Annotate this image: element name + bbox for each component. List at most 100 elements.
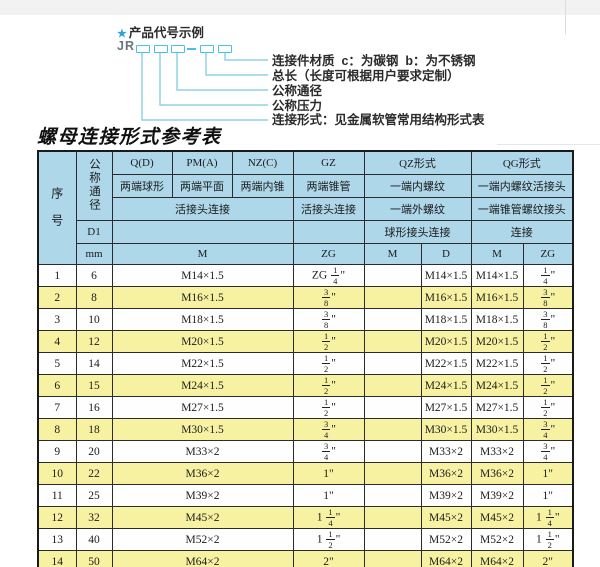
header-d1: D1: [75, 220, 113, 244]
cell-m: M24×1.5: [111, 374, 294, 397]
cell-seq: 3: [37, 308, 77, 331]
cell-m: M16×1.5: [111, 286, 294, 309]
cell-m: M36×2: [111, 462, 294, 485]
cell-gz: 3 8 ": [292, 308, 365, 331]
cell-m: M20×1.5: [111, 330, 294, 353]
cell-gz: 3 4 ": [292, 418, 365, 441]
cell-qg-zg: 2": [522, 550, 574, 567]
header-col-pm: PM(A): [171, 150, 233, 175]
header-qg-zg: ZG: [522, 243, 574, 265]
cell-m: M22×1.5: [111, 352, 294, 375]
header-qz-sub2: 一端外螺纹: [363, 197, 472, 221]
star-icon: ★: [117, 28, 127, 40]
cell-m: M64×2: [111, 550, 294, 567]
cell-gz: 1 2 ": [292, 330, 365, 353]
table-row: 6 15 M24×1.5 1 2 " M24×1.5 M24×1.5 1 2 ": [37, 374, 574, 397]
header-m: M: [111, 243, 294, 265]
cell-dn: 10: [75, 308, 113, 331]
header-col-q: Q(D): [111, 150, 173, 175]
cell-seq: 8: [37, 418, 77, 441]
cell-qg-zg: 3 8 ": [522, 308, 574, 331]
code-box-5: [218, 45, 232, 53]
header-qg-sub1: 一端内螺纹活接头: [470, 174, 574, 198]
cell-qg-m: M27×1.5: [470, 396, 524, 419]
table-row: 3 10 M18×1.5 3 8 " M18×1.5 M18×1.5 3 8 ": [37, 308, 574, 331]
cell-qg-zg: 3 4 ": [522, 440, 574, 463]
cell-m: M14×1.5: [111, 264, 294, 287]
cell-m: M39×2: [111, 484, 294, 507]
cell-qz-m: [363, 352, 422, 375]
table-row: 12 32 M45×2 1 1 4 " M45×2 M45×2 1 1 4 ": [37, 506, 574, 529]
cell-qg-zg: 1": [522, 484, 574, 507]
cell-qz-d: M33×2: [420, 440, 472, 463]
cell-gz: 1 2 ": [292, 374, 365, 397]
table-row: 14 50 M64×2 2" M64×2 M64×2 2": [37, 550, 574, 567]
table-row: 5 14 M22×1.5 1 2 " M22×1.5 M22×1.5 1 2 ": [37, 352, 574, 375]
table-row: 7 16 M27×1.5 1 2 " M27×1.5 M27×1.5 1 2 ": [37, 396, 574, 419]
cell-qg-m: M20×1.5: [470, 330, 524, 353]
table-row: 11 25 M39×2 1" M39×2 M39×2 1": [37, 484, 574, 507]
header-qg-group: QG形式: [470, 150, 574, 175]
cell-qz-m: [363, 440, 422, 463]
table-row: 10 22 M36×2 1" M36×2 M36×2 1": [37, 462, 574, 485]
cell-qz-m: [363, 308, 422, 331]
cell-qg-m: M52×2: [470, 528, 524, 551]
cell-dn: 14: [75, 352, 113, 375]
cell-qg-m: M64×2: [470, 550, 524, 567]
cell-qz-m: [363, 396, 422, 419]
header-dn: 公称通径: [75, 150, 113, 221]
cell-gz: 1 1 4 ": [292, 506, 365, 529]
header-empty-gz: [292, 220, 365, 244]
cell-gz: 1 2 ": [292, 352, 365, 375]
table-row: 4 12 M20×1.5 1 2 " M20×1.5 M20×1.5 1 2 ": [37, 330, 574, 353]
cell-m: M33×2: [111, 440, 294, 463]
cell-qg-m: M33×2: [470, 440, 524, 463]
cell-qz-m: [363, 286, 422, 309]
table-body: 1 6 M14×1.5 ZG 1 4 " M14×1.5 M14×1.5 1 4 " 2 8 M16×1.…: [37, 264, 574, 567]
cell-qz-d: M39×2: [420, 484, 472, 507]
code-box-3: [171, 45, 185, 53]
header-qg-m: M: [470, 243, 524, 265]
cell-qz-m: [363, 374, 422, 397]
cell-dn: 16: [75, 396, 113, 419]
cell-qz-m: [363, 418, 422, 441]
code-prefix: JR: [117, 39, 135, 53]
header-gz-live: 活接头连接: [292, 197, 365, 221]
cell-qg-zg: 1 2 ": [522, 352, 574, 375]
cell-gz: 2": [292, 550, 365, 567]
cell-dn: 32: [75, 506, 113, 529]
header-qz-sub1: 一端内螺纹: [363, 174, 472, 198]
code-label-connection: 连接形式：见金属软管常用结构形式表: [272, 113, 485, 127]
code-label-pressure: 公称压力: [272, 99, 323, 113]
cell-qz-m: [363, 506, 422, 529]
cell-qz-m: [363, 264, 422, 287]
header-qg-sub2: 一端锥管螺纹接头: [470, 197, 574, 221]
cell-qg-m: M36×2: [470, 462, 524, 485]
code-label-material: 连接件材质 c：为碳钢 b：为不锈钢: [272, 54, 476, 68]
cell-dn: 12: [75, 330, 113, 353]
cell-qz-d: M14×1.5: [420, 264, 472, 287]
cell-qz-m: [363, 550, 422, 567]
header-qz-m: M: [363, 243, 422, 265]
cell-qz-d: M52×2: [420, 528, 472, 551]
cell-seq: 5: [37, 352, 77, 375]
cell-m: M30×1.5: [111, 418, 294, 441]
cell-dn: 40: [75, 528, 113, 551]
cell-qz-d: M24×1.5: [420, 374, 472, 397]
header-mm: mm: [75, 243, 113, 265]
cell-qz-d: M30×1.5: [420, 418, 472, 441]
cell-seq: 9: [37, 440, 77, 463]
cell-qz-m: [363, 462, 422, 485]
cell-seq: 14: [37, 550, 77, 567]
scan-edge-line-vertical: [565, 0, 566, 34]
header-gz-sub: 两端锥管: [292, 174, 365, 198]
cell-m: M27×1.5: [111, 396, 294, 419]
header-seq: 序号: [37, 150, 77, 265]
cell-qg-zg: 1 1 4 ": [522, 506, 574, 529]
table-row: 2 8 M16×1.5 3 8 " M16×1.5 M16×1.5 3 8 ": [37, 286, 574, 309]
code-label-diameter: 公称通径: [272, 84, 323, 98]
header-live-joint: 活接头连接: [111, 197, 294, 221]
scan-top-band: [0, 0, 600, 15]
table-title: 螺母连接形式参考表: [37, 127, 222, 148]
table-row: 1 6 M14×1.5 ZG 1 4 " M14×1.5 M14×1.5 1 4 ": [37, 264, 574, 287]
